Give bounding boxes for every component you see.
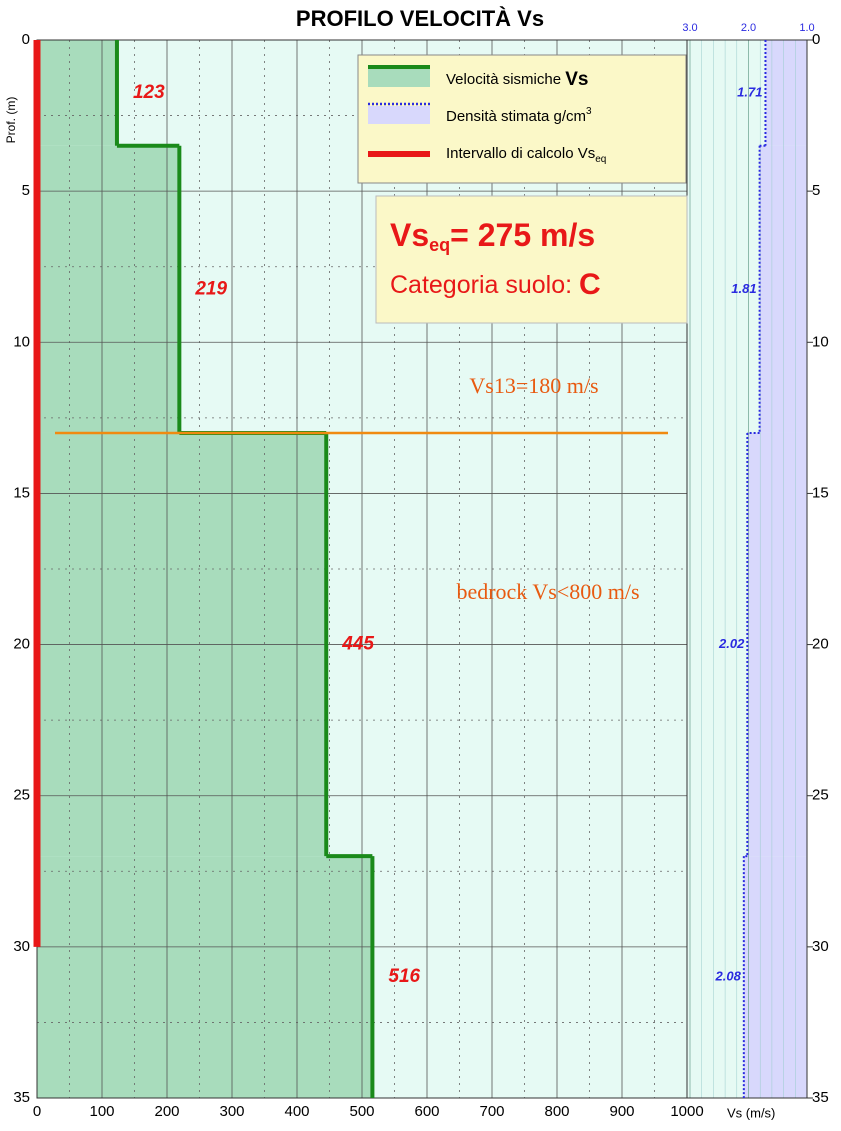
legend-text: Velocità sismiche: [446, 71, 565, 88]
y-tick-label-right: 5: [812, 182, 820, 199]
vs-area: [37, 145, 180, 433]
legend-swatch: [368, 67, 430, 87]
result-text: Categoria suolo:: [390, 271, 579, 299]
vs-area: [37, 856, 373, 1098]
density-value-label: 1.71: [737, 84, 762, 99]
density-tick-label: 1.0: [799, 22, 814, 34]
y-tick-label-right: 30: [812, 938, 829, 955]
result-text: eq: [429, 235, 450, 255]
x-tick-label: 0: [33, 1103, 41, 1120]
y-tick-label: 25: [13, 787, 30, 804]
legend-text: Vs: [565, 69, 588, 90]
y-tick-label: 10: [13, 333, 30, 350]
result-box: [375, 195, 688, 324]
y-tick-label-right: 0: [812, 31, 820, 48]
x-axis-label: Vs (m/s): [727, 1105, 775, 1120]
x-tick-label: 600: [414, 1103, 439, 1120]
x-tick-label: 500: [349, 1103, 374, 1120]
y-tick-label: 20: [13, 636, 30, 653]
y-tick-label: 35: [13, 1089, 30, 1106]
annotation: Vs13=180 m/s: [469, 373, 598, 398]
y-tick-label-right: 35: [812, 1089, 829, 1106]
legend-label: Velocità sismiche Vs: [446, 69, 588, 90]
result-category: Categoria suolo: C: [390, 268, 601, 301]
vs-value-label: 516: [388, 966, 420, 987]
legend-text: 3: [586, 106, 592, 117]
x-tick-label: 400: [284, 1103, 309, 1120]
density-area: [747, 432, 807, 857]
legend-text: Densità stimata g/cm: [446, 108, 586, 125]
density-tick-label: 2.0: [741, 22, 756, 34]
legend-text: Intervallo di calcolo Vs: [446, 145, 595, 162]
density-area: [743, 856, 807, 1098]
vs-value-label: 445: [341, 634, 374, 655]
y-tick-label-right: 15: [812, 484, 829, 501]
y-tick-label: 30: [13, 938, 30, 955]
chart-title: PROFILO VELOCITÀ Vs: [296, 6, 544, 31]
y-tick-label: 0: [22, 31, 30, 48]
legend-swatch: [368, 106, 430, 124]
annotation: bedrock Vs<800 m/s: [456, 579, 639, 604]
x-tick-label: 200: [154, 1103, 179, 1120]
x-tick-label: 900: [609, 1103, 634, 1120]
x-tick-label: 1000: [670, 1103, 703, 1120]
result-text: Vs: [390, 217, 429, 253]
x-tick-label: 300: [219, 1103, 244, 1120]
density-value-label: 2.08: [715, 969, 742, 984]
density-tick-label: 3.0: [682, 22, 697, 34]
density-area: [759, 145, 807, 433]
x-tick-label: 800: [544, 1103, 569, 1120]
x-tick-label: 700: [479, 1103, 504, 1120]
legend-label: Densità stimata g/cm3: [446, 106, 592, 125]
vs-value-label: 219: [194, 278, 227, 299]
result-text: = 275 m/s: [450, 217, 595, 253]
density-value-label: 1.81: [731, 281, 756, 296]
legend-label: Intervallo di calcolo Vseq: [446, 145, 606, 165]
y-axis-label: Prof. (m): [4, 97, 18, 144]
y-tick-label: 15: [13, 484, 30, 501]
result-vseq: Vseq= 275 m/s: [390, 217, 595, 254]
vs-value-label: 123: [133, 82, 165, 103]
y-tick-label-right: 10: [812, 333, 829, 350]
density-value-label: 2.02: [718, 636, 745, 651]
y-tick-label-right: 25: [812, 787, 829, 804]
y-tick-label: 5: [22, 182, 30, 199]
result-text: C: [579, 268, 601, 301]
vs-area: [37, 40, 117, 146]
density-area: [765, 40, 807, 146]
y-tick-label-right: 20: [812, 636, 829, 653]
x-tick-label: 100: [89, 1103, 114, 1120]
legend-text: eq: [595, 154, 606, 165]
